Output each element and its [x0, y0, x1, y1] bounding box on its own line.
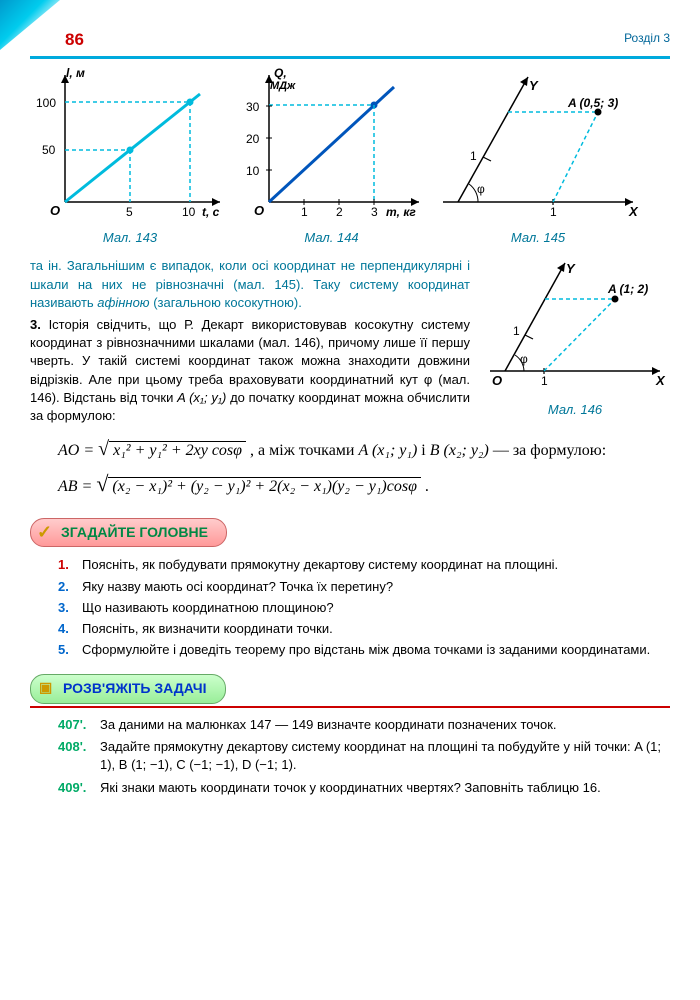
- figure-144: 10 20 30 1 2 3 O Q, МДж m, кг Мал. 144: [234, 67, 429, 247]
- caption-143: Мал. 143: [30, 229, 230, 247]
- task-409: 409'.Які знаки мають координати точок у …: [58, 779, 670, 797]
- svg-text:1: 1: [470, 149, 477, 163]
- svg-text:O: O: [254, 203, 264, 218]
- svg-text:30: 30: [246, 100, 260, 114]
- text-with-figure: та ін. Загальнішим є випадок, коли осі к…: [30, 253, 670, 429]
- svg-text:1: 1: [301, 205, 308, 219]
- task-408: 408'.Задайте прямокутну декартову систем…: [58, 738, 670, 774]
- task-407: 407'.За даними на малюнках 147 — 149 виз…: [58, 716, 670, 734]
- question-1: 1.Поясніть, як побудувати прямокутну дек…: [58, 556, 670, 574]
- svg-text:A (1; 2): A (1; 2): [607, 282, 648, 296]
- caption-145: Мал. 145: [433, 229, 643, 247]
- question-3: 3.Що називають координатною площиною?: [58, 599, 670, 617]
- svg-text:1: 1: [550, 205, 557, 219]
- chart-144: 10 20 30 1 2 3 O Q, МДж m, кг: [234, 67, 429, 222]
- caption-146: Мал. 146: [480, 401, 670, 419]
- svg-text:10: 10: [182, 205, 196, 219]
- question-4: 4.Поясніть, як визначити координати точк…: [58, 620, 670, 638]
- svg-text:t, с: t, с: [202, 205, 220, 219]
- svg-text:l, м: l, м: [66, 67, 85, 80]
- section-label: Розділ 3: [624, 30, 670, 47]
- svg-text:φ: φ: [520, 352, 528, 366]
- chart-145: φ Y X 1 1 A (0,5; 3): [433, 67, 643, 222]
- figure-146: φ Y X O 1 1 A (1; 2) Мал. 146: [480, 253, 670, 429]
- svg-text:10: 10: [246, 164, 260, 178]
- figure-143: 50 100 5 10 O l, м t, с Мал. 143: [30, 67, 230, 247]
- svg-text:O: O: [50, 203, 60, 218]
- banner-tasks: РОЗВ'ЯЖІТЬ ЗАДАЧІ: [30, 674, 226, 704]
- svg-text:20: 20: [246, 132, 260, 146]
- svg-text:1: 1: [513, 324, 520, 338]
- chart-143: 50 100 5 10 O l, м t, с: [30, 67, 230, 222]
- formula-AO: AO = √x₁² + y₁² + 2xy cosφ , а між точка…: [58, 435, 670, 463]
- caption-144: Мал. 144: [234, 229, 429, 247]
- svg-text:2: 2: [336, 205, 343, 219]
- red-rule: [30, 706, 670, 708]
- body-text: та ін. Загальнішим є випадок, коли осі к…: [30, 253, 470, 429]
- svg-text:Y: Y: [529, 78, 539, 93]
- figure-145: φ Y X 1 1 A (0,5; 3) Мал. 145: [433, 67, 643, 247]
- svg-text:m, кг: m, кг: [386, 205, 416, 219]
- svg-text:3: 3: [371, 205, 378, 219]
- question-5: 5.Сформулюйте і доведіть теорему про від…: [58, 641, 670, 659]
- svg-text:φ: φ: [477, 182, 485, 196]
- svg-text:X: X: [628, 204, 639, 219]
- task-list: 407'.За даними на малюнках 147 — 149 виз…: [30, 716, 670, 797]
- figures-row: 50 100 5 10 O l, м t, с Мал. 143 10 20 3…: [30, 67, 670, 247]
- question-2: 2.Яку назву мають осі координат? Точка ї…: [58, 578, 670, 596]
- header-rule: [30, 56, 670, 59]
- question-list: 1.Поясніть, як побудувати прямокутну дек…: [30, 556, 670, 659]
- banner-main: ЗГАДАЙТЕ ГОЛОВНЕ: [30, 518, 227, 548]
- svg-text:X: X: [655, 373, 666, 388]
- svg-text:5: 5: [126, 205, 133, 219]
- paragraph-1: та ін. Загальнішим є випадок, коли осі к…: [30, 257, 470, 312]
- chart-146: φ Y X O 1 1 A (1; 2): [480, 253, 670, 393]
- svg-text:O: O: [492, 373, 502, 388]
- svg-text:1: 1: [541, 374, 548, 388]
- page-number: 86: [65, 28, 84, 52]
- formula-AB: AB = √(x₂ − x₁)² + (y₂ − y₁)² + 2(x₂ − x…: [58, 469, 670, 500]
- svg-text:Y: Y: [566, 261, 576, 276]
- svg-text:A (0,5; 3): A (0,5; 3): [567, 96, 618, 110]
- page-header: 86 Розділ 3: [30, 20, 670, 50]
- paragraph-2: 3. Історія свідчить, що Р. Декарт викори…: [30, 316, 470, 425]
- svg-text:Q,: Q,: [274, 67, 287, 80]
- corner-decoration: [0, 0, 60, 50]
- svg-text:100: 100: [36, 96, 56, 110]
- svg-text:МДж: МДж: [270, 80, 296, 92]
- svg-text:50: 50: [42, 143, 56, 157]
